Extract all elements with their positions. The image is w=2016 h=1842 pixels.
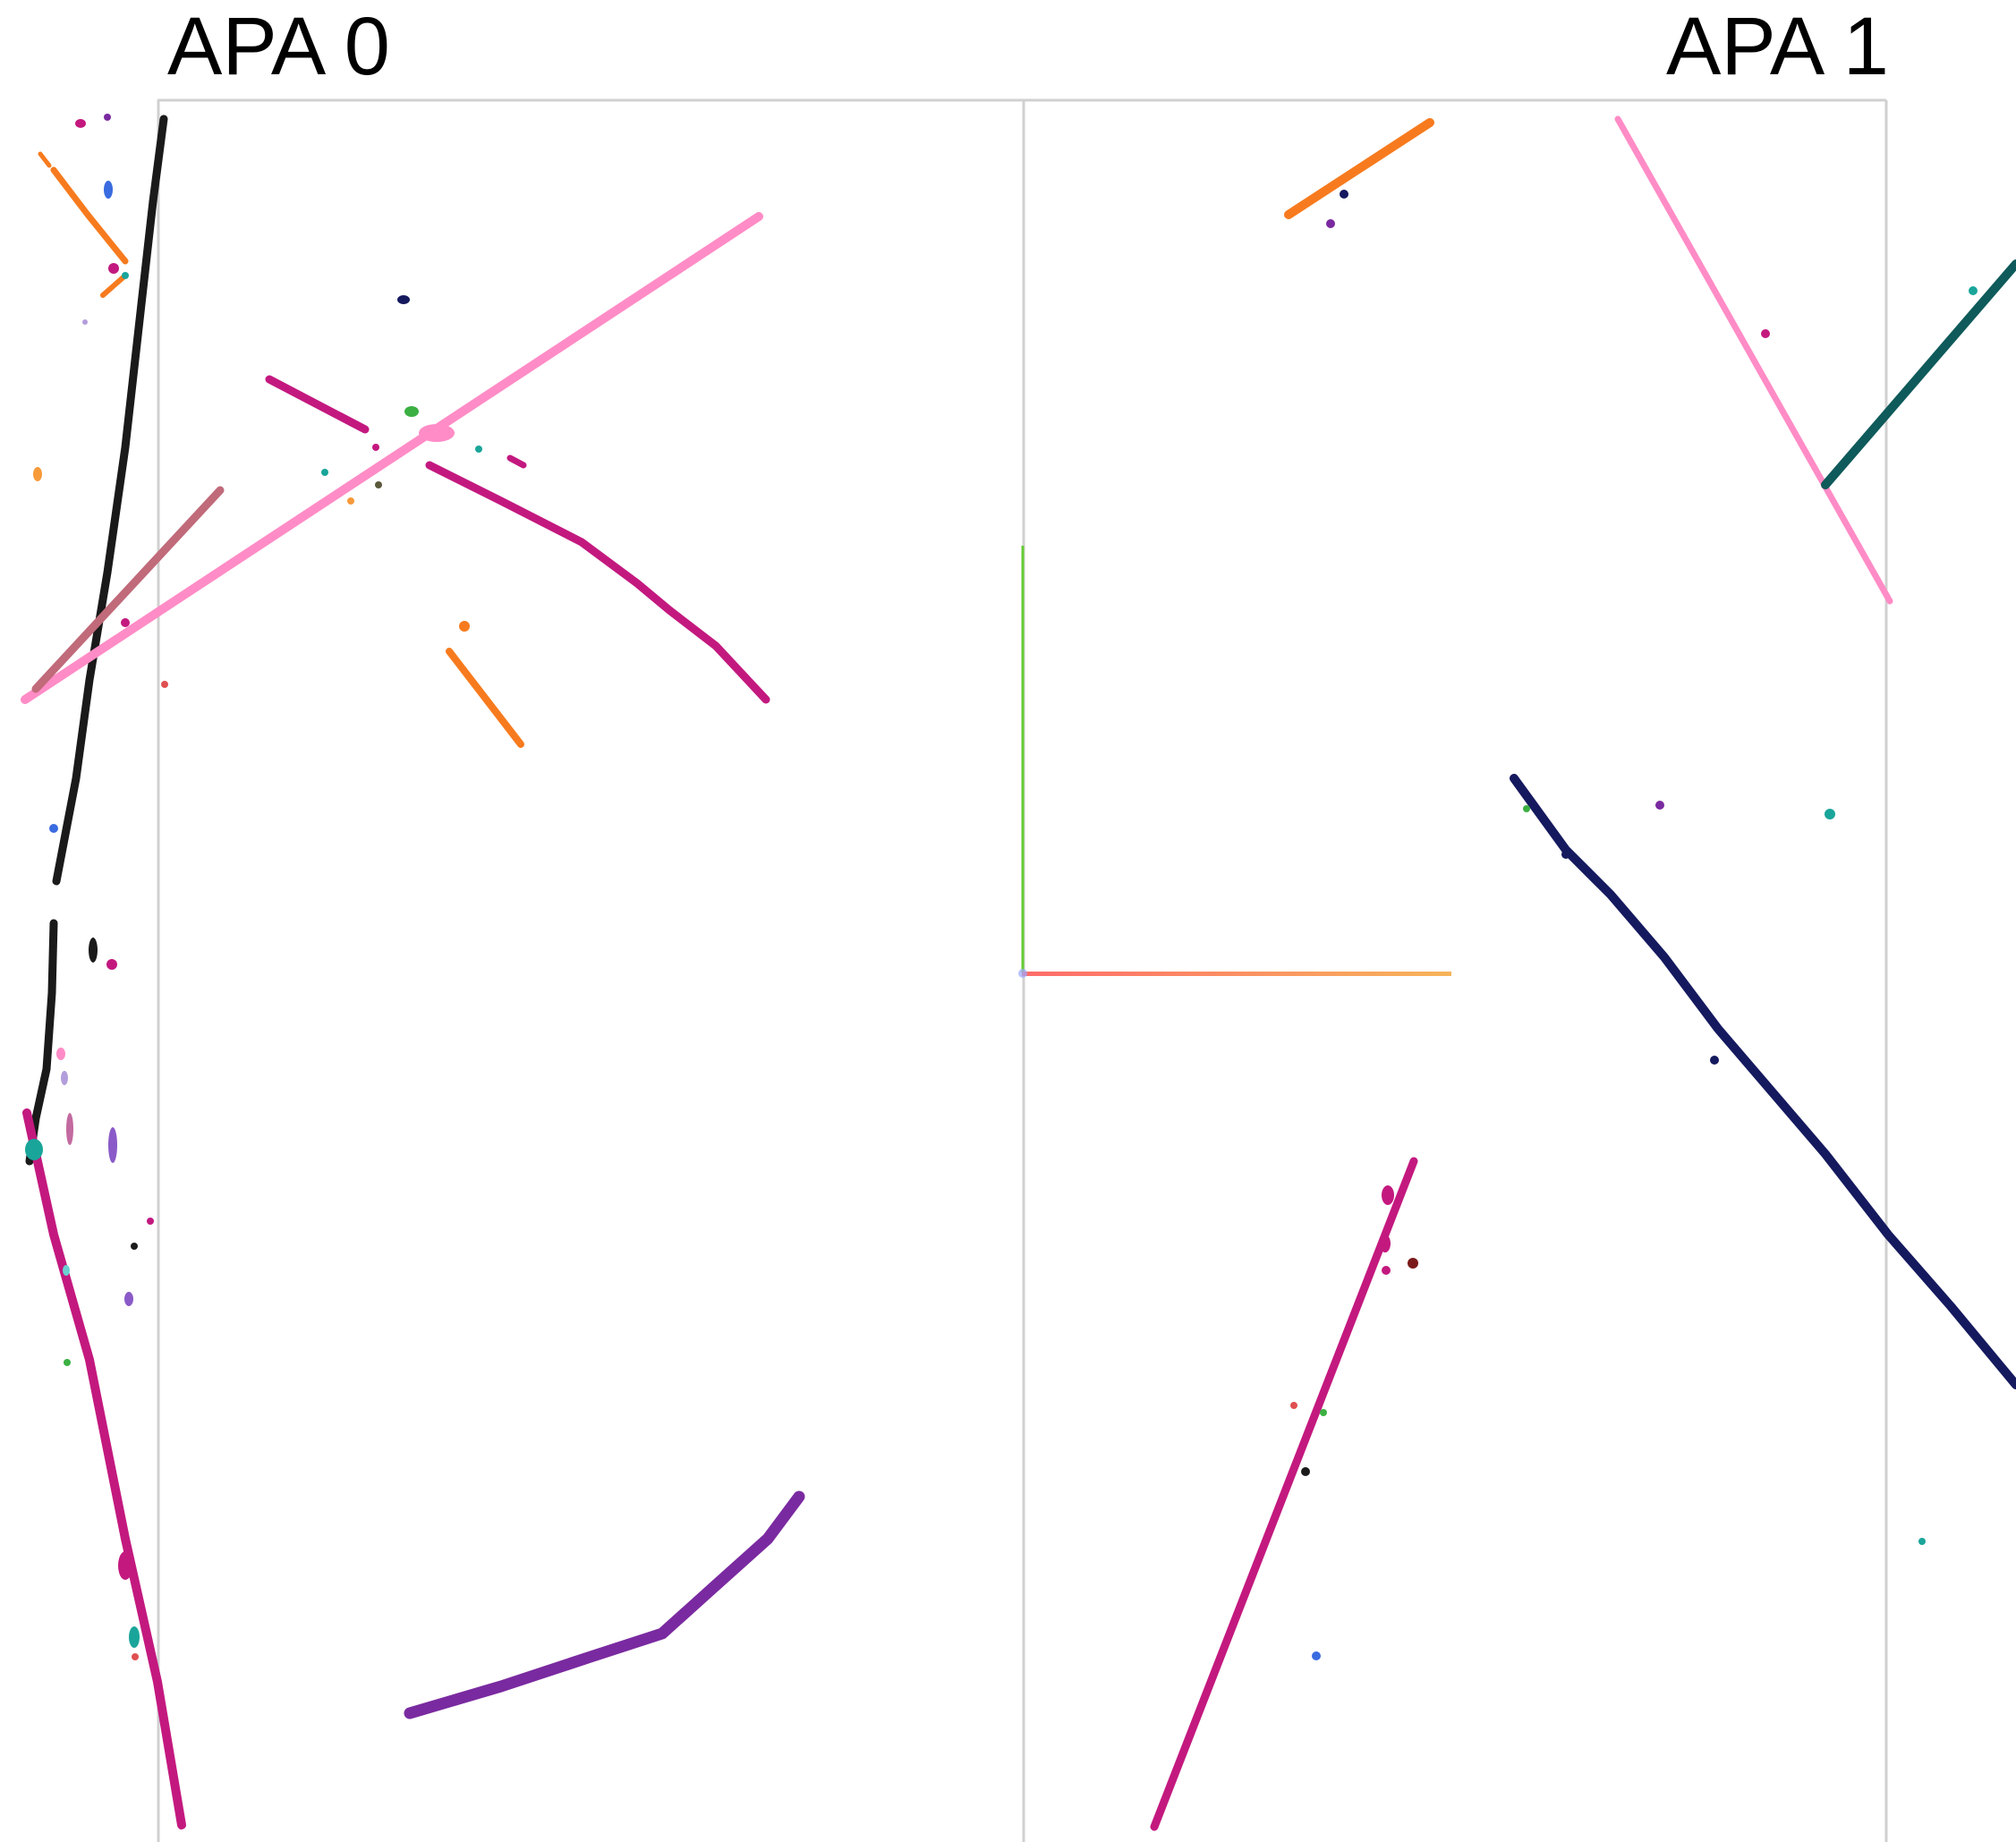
hit-green-4 [1320,1409,1327,1416]
hit-magenta [75,119,86,128]
hit-magenta-2 [108,263,119,274]
magenta-track-long-left [22,1108,186,1829]
hit-purple [104,114,111,121]
hit-magenta-12 [1382,1266,1391,1275]
hit-blue [104,181,113,199]
hit-magenta-10 [1382,1185,1394,1205]
hit-teal-7 [1825,809,1835,819]
orange-track-top-left-b [38,151,52,168]
hit-blue-3 [1312,1651,1321,1660]
black-track-upper [52,115,168,886]
hit-clusters [25,114,1978,1660]
hit-navy-4 [1710,1056,1719,1065]
hit-red [161,681,168,688]
hit-teal-6 [1969,286,1978,295]
hit-green-2 [64,1359,71,1366]
axis-origin [1018,969,1027,978]
rose-track [31,486,225,693]
navy-track [1510,774,2016,1389]
magenta-track-upper [265,375,370,434]
tracks [21,115,2016,1831]
hit-magenta-6 [66,1113,73,1145]
hit-teal-3 [321,469,328,476]
hit-teal-2 [475,446,482,453]
orange-track-small [446,648,524,748]
hit-red-3 [1290,1402,1297,1409]
hit-pink [56,1048,65,1060]
hit-teal-8 [1918,1538,1926,1545]
hit-lavender [82,319,88,325]
hit-lavender-2 [61,1071,68,1085]
pink-track-right [1614,115,1893,605]
hit-magenta-5 [106,959,117,970]
hit-green-3 [1523,805,1530,812]
hit-purple-2 [108,1127,117,1163]
hit-green [404,406,419,417]
orange-track-top-right [1284,118,1434,219]
hit-orange-2 [347,497,354,505]
hit-purple-5 [1655,801,1664,810]
axis-indicator [1018,546,1451,978]
hit-orange [33,467,42,481]
apa-0-label: APA 0 [167,1,390,92]
hit-orange-3 [459,621,470,632]
hit-cyan [63,1265,70,1276]
hit-darkred [1408,1258,1418,1269]
pink-track-long [21,212,763,704]
hit-black-3 [1301,1467,1310,1476]
hit-navy [397,295,410,304]
magenta-track-upper-b [425,461,770,704]
purple-track-curved [404,1490,805,1719]
hit-magenta-7 [147,1218,154,1225]
apa-1-label: APA 1 [1666,1,1889,92]
hit-purple-3 [124,1292,133,1306]
hit-magenta-3 [121,618,130,627]
magenta-dash [506,454,527,469]
hit-purple-4 [1326,219,1335,228]
hit-magenta-11 [1380,1235,1391,1252]
orange-track-top-left-c [100,273,128,298]
hit-red-2 [132,1653,139,1660]
hit-magenta-4 [372,444,379,451]
hit-blue-2 [49,824,58,833]
hit-navy-2 [1340,190,1348,199]
hit-black [89,938,98,963]
hit-teal-4 [25,1139,43,1160]
hit-olive [375,481,382,488]
teal-track [1821,259,2016,489]
hit-navy-3 [1561,850,1570,859]
hit-teal [122,272,129,279]
hit-magenta-8 [118,1551,132,1580]
orange-track-top-left [50,166,129,265]
hit-teal-5 [129,1626,140,1648]
axis-x-line [1022,972,1451,976]
hit-black-2 [131,1243,138,1250]
magenta-track-right [1150,1157,1418,1831]
hit-pink-blob [419,424,455,442]
hit-magenta-9 [1761,329,1770,338]
